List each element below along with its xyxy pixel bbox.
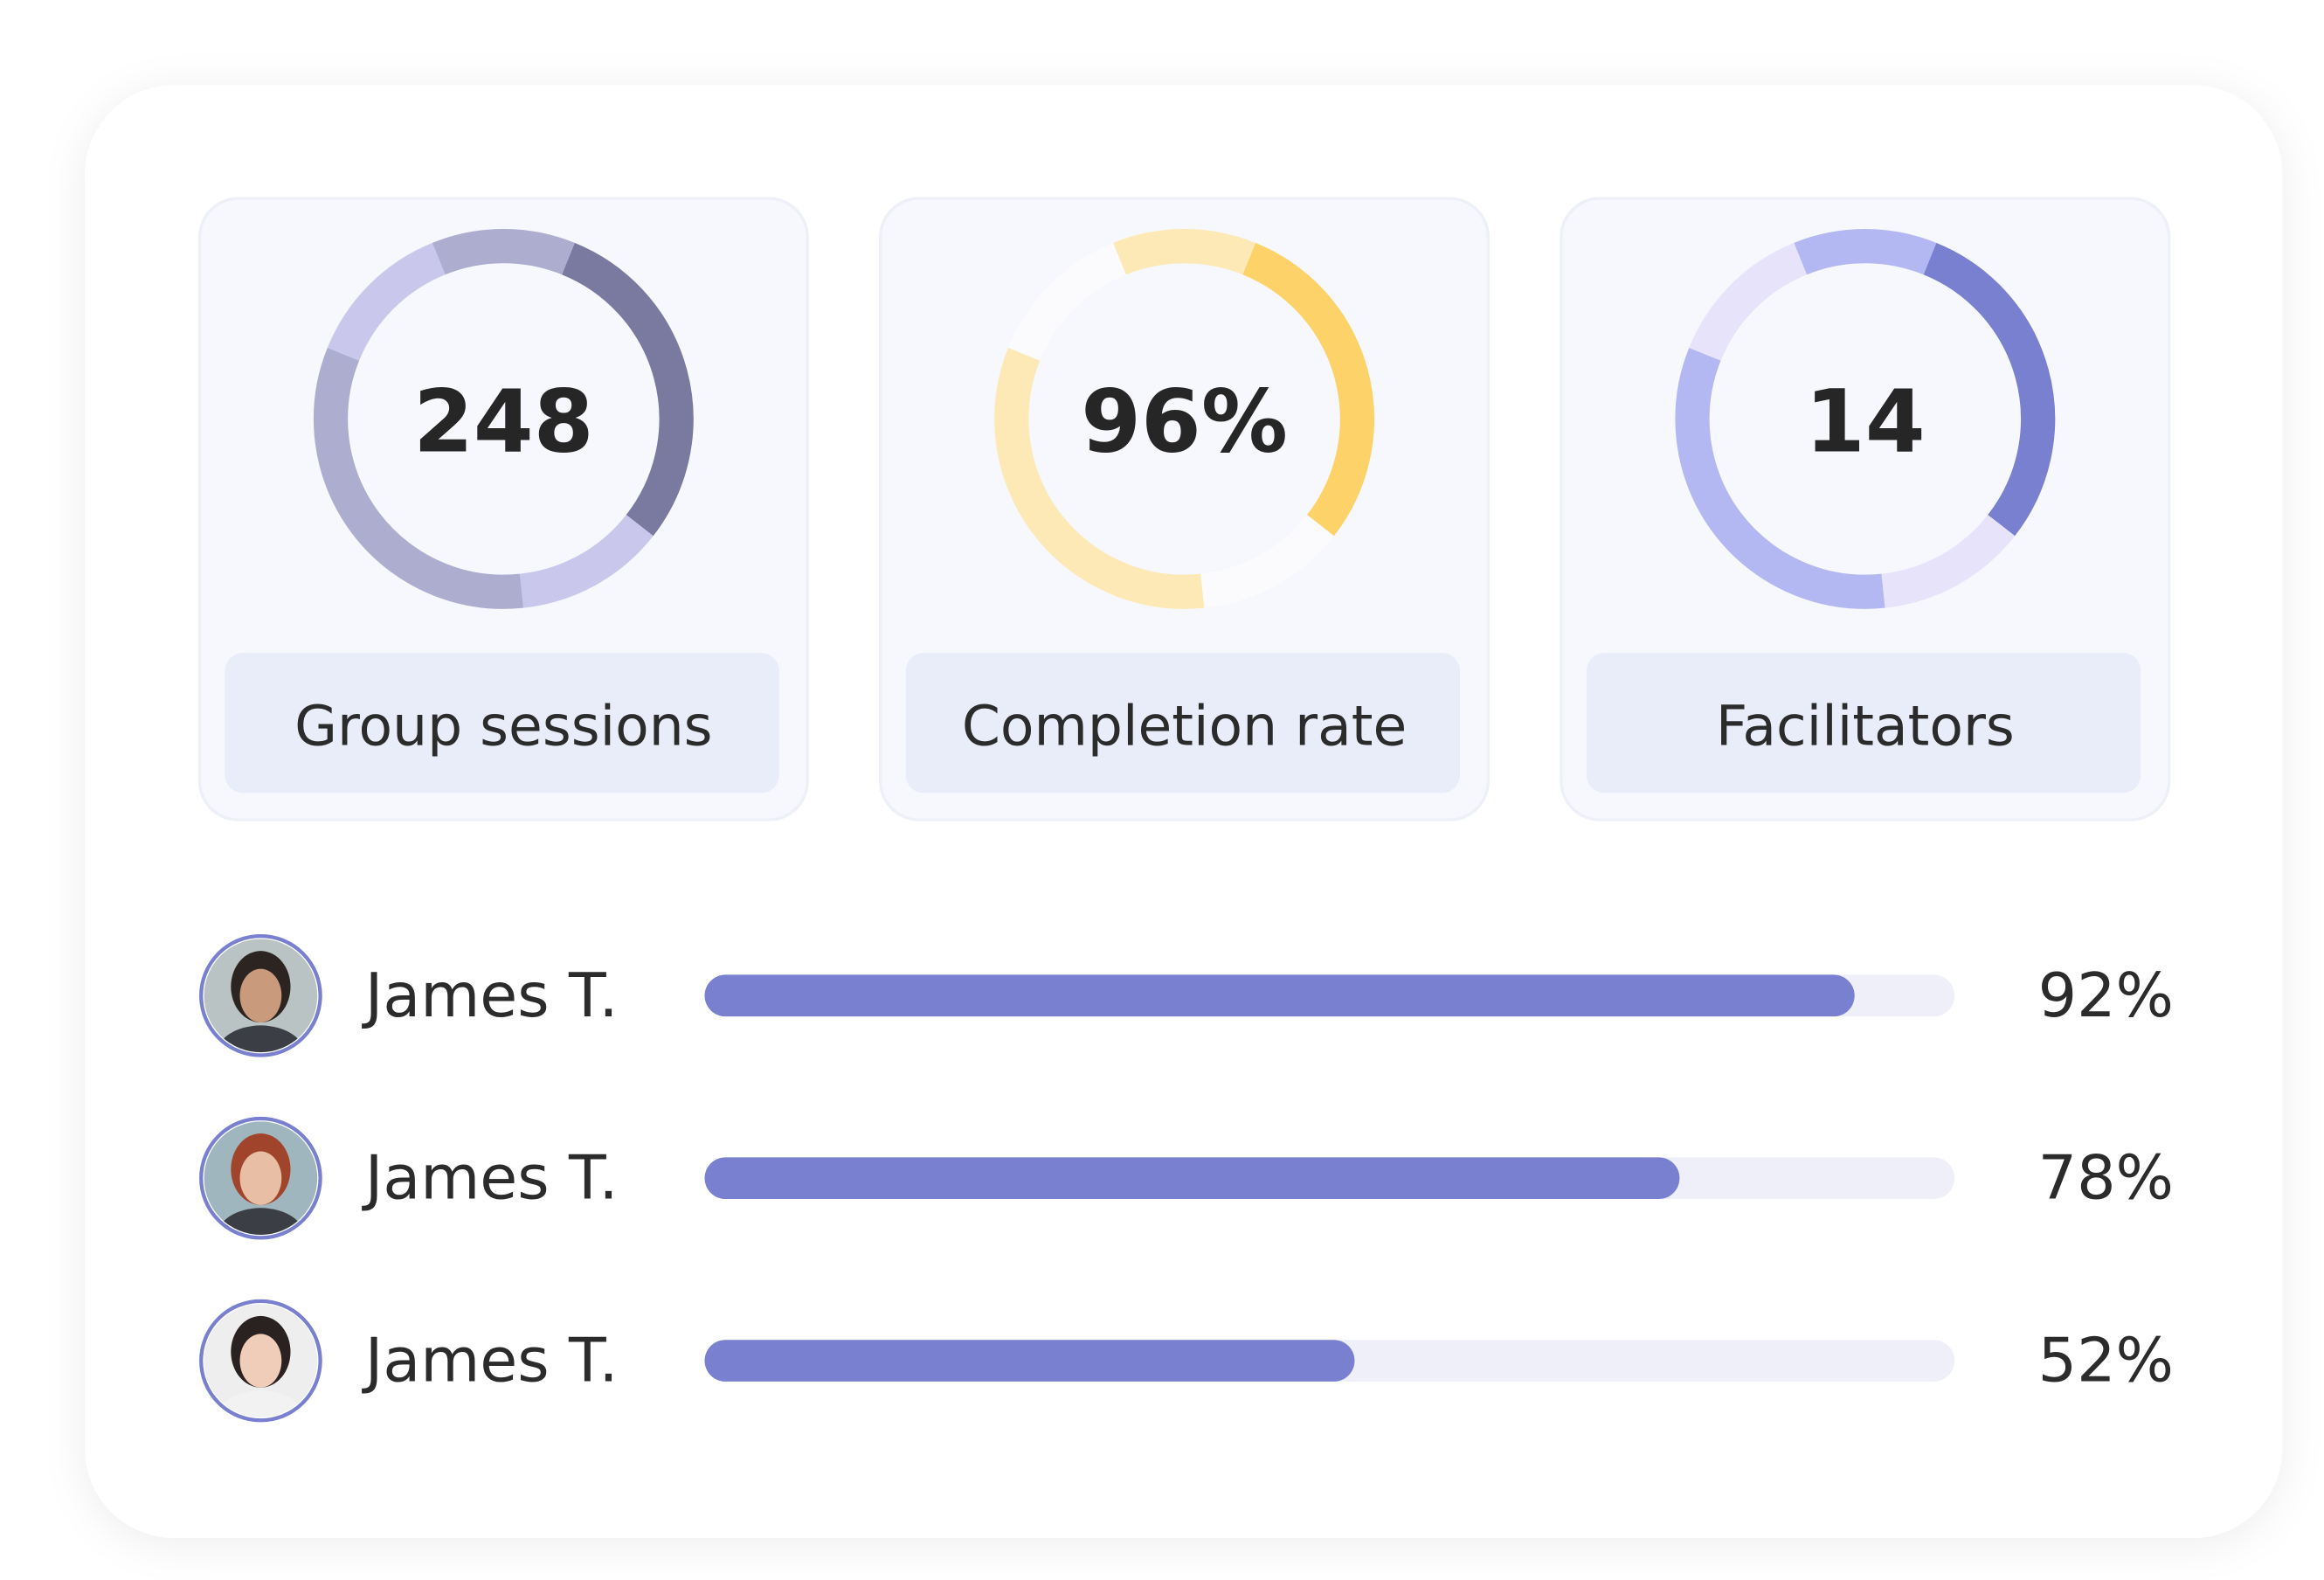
avatar-photo [204, 939, 318, 1053]
progress-value: 92% [2038, 960, 2174, 1031]
ring-segment [1881, 514, 2016, 608]
ring-segment [1008, 242, 1127, 362]
avatar-face [239, 1151, 282, 1205]
avatar-ring [199, 933, 322, 1057]
progress-bar [704, 1340, 1355, 1382]
ring-segment [314, 348, 524, 609]
progress-row: James T. 78% [199, 1116, 2174, 1240]
stat-value: 96% [1081, 371, 1288, 472]
stat-label: Completion rate [962, 694, 1407, 759]
avatar [199, 1116, 322, 1240]
stat-label: Facilitators [1716, 694, 2015, 759]
avatar [199, 1299, 322, 1423]
ring-segment [994, 348, 1205, 609]
label-bg [905, 653, 1461, 793]
label-bg [225, 653, 779, 793]
progress-value: 52% [2038, 1326, 2174, 1396]
label-bg [1586, 653, 2141, 793]
ring-segment [561, 242, 694, 537]
ring-segment [1689, 242, 1808, 362]
avatar-photo [204, 1121, 318, 1235]
ring-segment [327, 242, 446, 362]
ring-segment [1923, 242, 2056, 537]
person-name: James T. [362, 960, 619, 1031]
person-name: James T. [362, 1143, 619, 1214]
progress-list: James T. 92% James T. 78% James T. 52% [199, 933, 2174, 1423]
ring-segment [1200, 514, 1334, 608]
avatar-ring [199, 1116, 322, 1240]
ring-segment [432, 229, 575, 275]
progress-row: James T. 52% [199, 1299, 2174, 1423]
progress-row: James T. 92% [199, 933, 2174, 1057]
stat-value: 14 [1805, 371, 1926, 472]
ring-segment [519, 514, 654, 608]
stat-label: Group sessions [294, 694, 712, 759]
avatar-photo [204, 1304, 318, 1417]
avatar-ring [199, 1299, 322, 1423]
avatar-face [239, 968, 282, 1022]
progress-value: 78% [2038, 1143, 2174, 1214]
stat-card: 14 Facilitators [1560, 197, 2171, 821]
stat-value: 248 [413, 371, 593, 472]
ring-segment [1675, 348, 1885, 609]
stat-cards: 248 Group sessions 96% Completion rate 14 Fac… [197, 197, 2171, 821]
avatar-body [216, 1208, 306, 1235]
ring-segment [1794, 229, 1937, 275]
stat-card: 248 Group sessions [197, 197, 809, 821]
person-name: James T. [362, 1326, 619, 1396]
progress-bar [704, 974, 1855, 1017]
avatar-body [216, 1390, 306, 1417]
ring-segment [1242, 242, 1374, 537]
avatar-face [239, 1334, 282, 1388]
avatar-body [216, 1025, 306, 1053]
progress-bar [704, 1157, 1680, 1200]
avatar [199, 933, 322, 1057]
stat-card: 96% Completion rate [879, 197, 1491, 821]
ring-segment [1113, 229, 1256, 275]
